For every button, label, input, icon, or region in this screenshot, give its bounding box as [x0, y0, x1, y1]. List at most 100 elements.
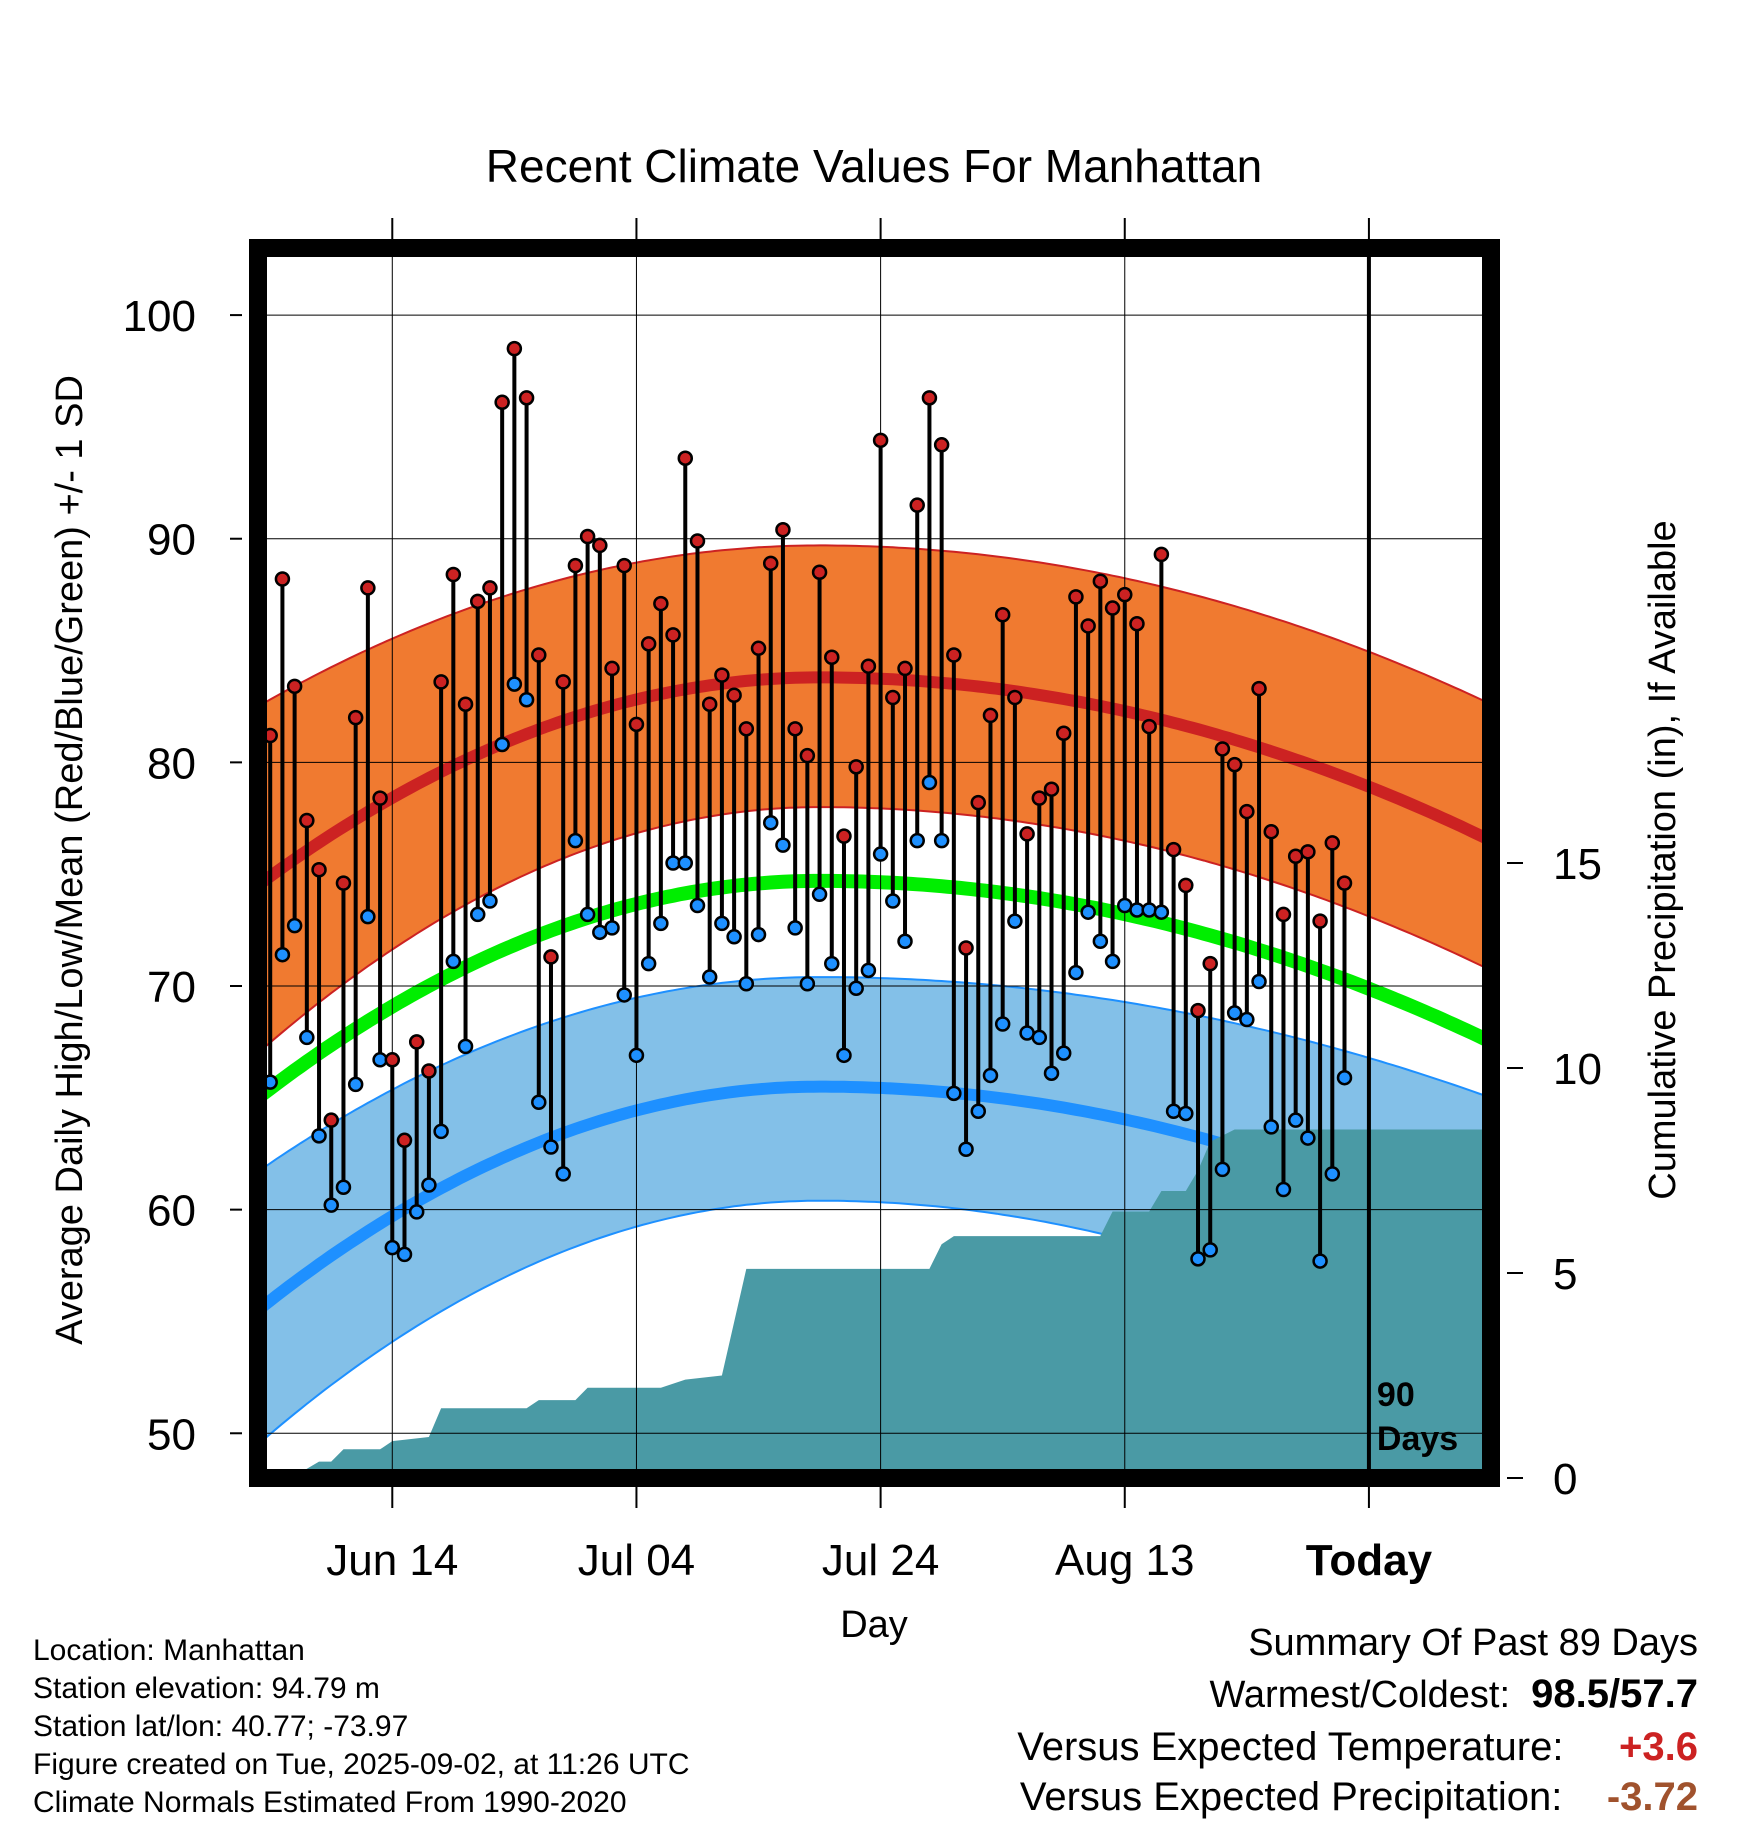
- daily-low-point: [445, 953, 462, 970]
- summary-warm-cold: Warmest/Coldest: 98.5/57.7: [1209, 1672, 1698, 1717]
- daily-high-point: [1104, 600, 1121, 616]
- daily-high-point: [1178, 877, 1194, 894]
- daily-low-point: [1068, 964, 1084, 981]
- daily-high-point: [787, 721, 803, 737]
- daily-low-point: [1226, 1005, 1243, 1021]
- daily-high-point: [665, 627, 681, 643]
- daily-low-point: [933, 832, 950, 849]
- daily-high-point: [335, 875, 352, 891]
- daily-high-point: [1117, 586, 1133, 603]
- daily-high-point: [592, 537, 608, 554]
- daily-high-point: [714, 667, 730, 683]
- daily-high-point: [1226, 756, 1243, 773]
- y2-tick-label: 5: [1553, 1250, 1577, 1299]
- daily-low-point: [360, 908, 376, 925]
- daily-high-point: [372, 790, 388, 806]
- daily-low-point: [469, 906, 486, 923]
- y-tick-label: 60: [147, 1187, 196, 1236]
- daily-high-point: [299, 812, 315, 829]
- daily-high-point: [885, 689, 901, 706]
- y2-tick-label: 15: [1553, 840, 1602, 889]
- daily-low-point: [1324, 1166, 1341, 1182]
- x-tick-label: Jul 24: [822, 1536, 939, 1585]
- y2-tick-label: 0: [1553, 1455, 1577, 1504]
- daily-high-point: [543, 949, 559, 965]
- daily-high-point: [811, 564, 828, 581]
- daily-low-point: [1043, 1065, 1060, 1081]
- daily-low-point: [909, 832, 925, 849]
- daily-high-point: [726, 687, 742, 704]
- daily-high-point: [360, 580, 376, 596]
- daily-high-point: [653, 595, 669, 612]
- y-tick-label: 50: [147, 1410, 196, 1459]
- daily-high-point: [1239, 803, 1255, 820]
- daily-low-point: [421, 1177, 437, 1193]
- daily-low-point: [1178, 1105, 1194, 1122]
- daily-high-point: [396, 1132, 413, 1149]
- daily-low-point: [653, 915, 669, 932]
- daily-high-point: [982, 707, 999, 724]
- daily-low-point: [848, 980, 864, 996]
- daily-low-point: [311, 1128, 327, 1144]
- mean-temp-line: [258, 873, 1491, 1104]
- y-axis-label: Average Daily High/Low/Mean (Red/Blue/Gr…: [49, 375, 91, 1345]
- x-tick-label: Aug 13: [1055, 1536, 1194, 1585]
- daily-low-point: [1165, 1103, 1182, 1119]
- daily-low-point: [274, 946, 291, 963]
- daily-high-point: [970, 794, 987, 811]
- daily-high-point: [1080, 618, 1096, 634]
- daily-high-point: [1202, 955, 1218, 972]
- daily-high-point: [958, 940, 974, 956]
- daily-high-point: [494, 394, 510, 411]
- daily-low-point: [1153, 904, 1170, 920]
- daily-high-point: [994, 607, 1011, 623]
- summary-precipitation: Versus Expected Precipitation: -3.72: [1020, 1775, 1698, 1820]
- daily-low-point: [1141, 902, 1157, 918]
- daily-high-point: [677, 450, 694, 466]
- daily-high-point: [1190, 1002, 1206, 1019]
- daily-low-point: [1214, 1161, 1231, 1178]
- daily-low-point: [1251, 973, 1267, 990]
- daily-high-point: [347, 709, 364, 726]
- daily-low-point: [921, 774, 938, 791]
- daily-high-point: [1092, 573, 1109, 589]
- daily-high-point: [1263, 823, 1280, 840]
- daily-high-point: [433, 674, 449, 690]
- daily-low-point: [1190, 1251, 1206, 1267]
- daily-high-point: [604, 660, 620, 677]
- daily-low-point: [714, 915, 730, 932]
- daily-high-point: [1141, 718, 1157, 735]
- temp-value: +3.6: [1619, 1725, 1698, 1769]
- daily-high-point: [1129, 615, 1145, 632]
- high-sd-band: [258, 544, 1491, 1055]
- plot-frame: [249, 239, 1500, 1487]
- daily-low-point: [1300, 1130, 1316, 1146]
- warm-cold-separator: /: [1609, 1672, 1621, 1716]
- daily-high-point: [506, 340, 523, 357]
- daily-low-point: [384, 1239, 401, 1256]
- daily-low-point: [531, 1094, 547, 1111]
- daily-high-point: [1300, 844, 1316, 860]
- daily-low-point: [872, 846, 889, 862]
- meta-created: Figure created on Tue, 2025-09-02, at 11…: [33, 1748, 690, 1781]
- daily-high-point: [689, 533, 706, 549]
- daily-high-point: [628, 716, 645, 733]
- x-tick-label: Today: [1306, 1536, 1433, 1585]
- x-tick-label: Jun 14: [326, 1536, 458, 1585]
- daily-high-point: [836, 828, 852, 844]
- meta-location: Location: Manhattan: [33, 1634, 305, 1667]
- daily-high-point: [1031, 790, 1048, 806]
- daily-low-point: [640, 955, 657, 972]
- daily-high-point: [445, 566, 462, 583]
- daily-low-point: [543, 1139, 559, 1155]
- daily-low-point: [958, 1141, 974, 1158]
- x-axis-label: Day: [840, 1604, 908, 1646]
- daily-low-point: [677, 855, 694, 871]
- daily-high-point: [579, 528, 596, 545]
- daily-high-point: [482, 580, 498, 596]
- daily-high-point: [824, 649, 840, 666]
- daily-high-point: [762, 555, 779, 572]
- daily-high-point: [311, 861, 327, 878]
- daily-low-point: [824, 955, 840, 972]
